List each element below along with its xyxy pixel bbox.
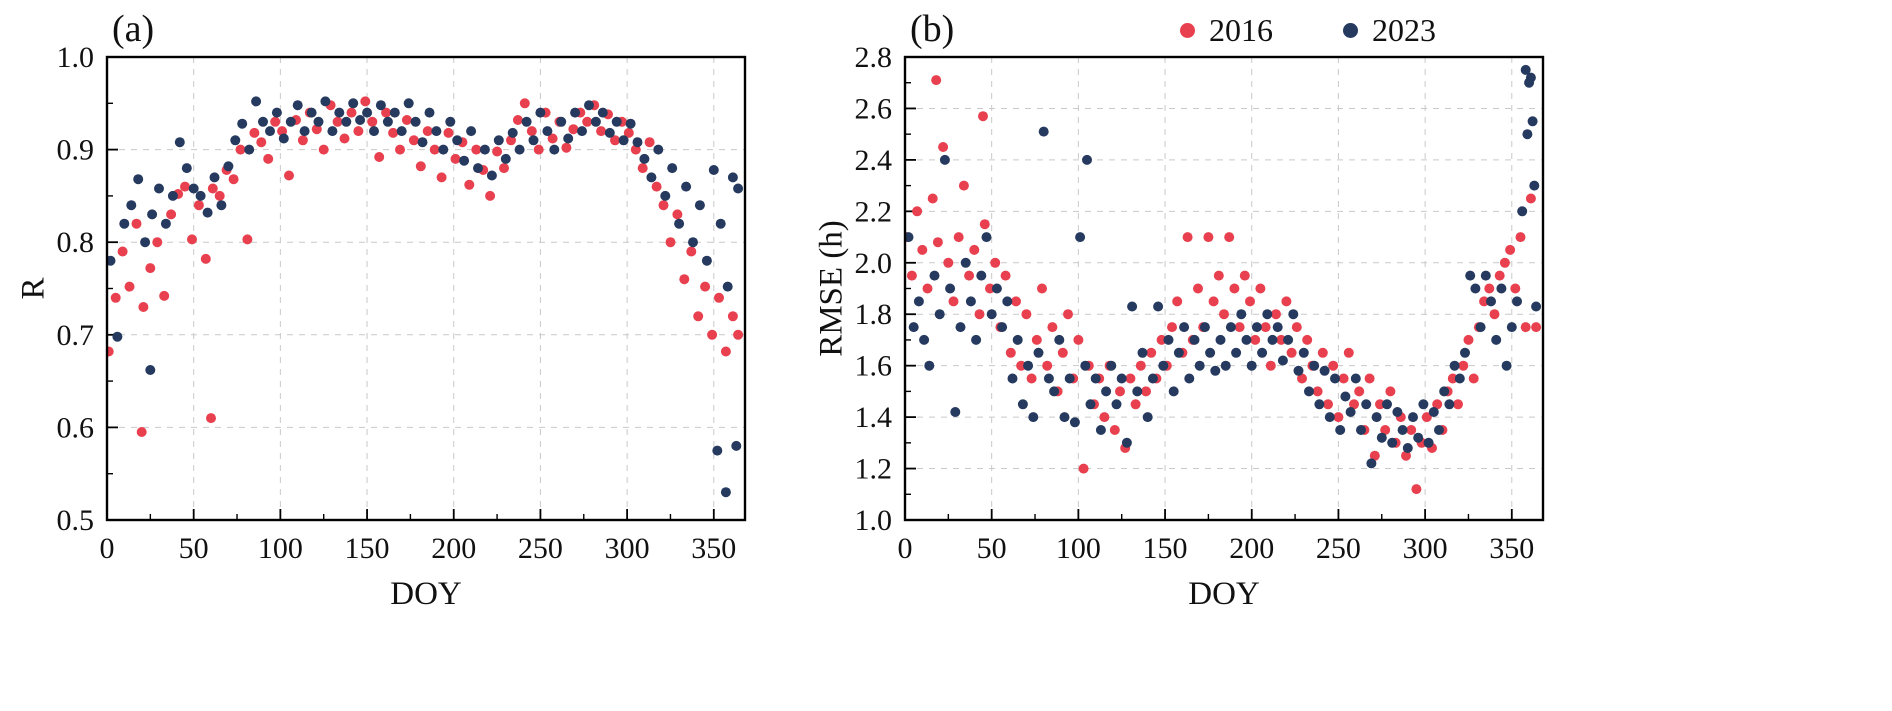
x-tick-label: 250: [518, 532, 563, 565]
x-tick-label: 250: [1316, 532, 1361, 565]
y-tick-label: 1.4: [855, 401, 893, 434]
legend-item-2023: 2023: [1343, 12, 1436, 49]
y-tick-label: 0.9: [57, 134, 95, 167]
x-tick-label: 300: [605, 532, 650, 565]
y-tick-label: 2.8: [855, 41, 893, 74]
panel-a-x-axis-label: DOY: [390, 576, 462, 612]
legend-label-2016: 2016: [1209, 12, 1273, 48]
panel-a-y-axis-label: R: [15, 277, 52, 300]
legend-label-2023: 2023: [1372, 12, 1436, 48]
panel-b: 0 50 100 150 200 250 300 350 1.0 1.2 1.4 1.6 1.8 2.0 2…: [855, 41, 1545, 565]
legend-marker-2023-icon: [1343, 23, 1358, 38]
panel-b-x-axis-label: DOY: [1188, 576, 1260, 612]
x-tick-label: 350: [1489, 532, 1534, 565]
y-tick-label: 0.5: [57, 504, 95, 537]
panel-b-y-axis-label: RMSE (h): [813, 220, 850, 357]
x-tick-label: 350: [691, 532, 736, 565]
x-tick-label: 0: [898, 532, 913, 565]
x-tick-label: 0: [100, 532, 115, 565]
y-tick-label: 1.0: [57, 41, 95, 74]
series-2016: [107, 96, 744, 437]
y-tick-label: 0.6: [57, 411, 95, 444]
legend: 2016 2023: [1180, 12, 1436, 49]
x-tick-label: 200: [431, 532, 476, 565]
y-tick-label: 1.6: [855, 350, 893, 383]
y-tick-label: 1.8: [855, 298, 893, 331]
series-2023: [905, 64, 1542, 469]
x-tick-label: 50: [977, 532, 1007, 565]
panel-b-letter: (b): [910, 8, 955, 50]
x-tick-label: 50: [179, 532, 209, 565]
legend-item-2016: 2016: [1180, 12, 1273, 49]
x-tick-label: 150: [345, 532, 390, 565]
x-tick-label: 100: [1056, 532, 1101, 565]
panel-a: 0 50 100 150 200 250 300 350 0.5 0.6 0.7 0.8 0.9 1.0: [57, 41, 747, 565]
y-tick-label: 0.7: [57, 319, 95, 352]
series-2023: [107, 96, 744, 498]
y-tick-label: 2.2: [855, 195, 893, 228]
x-tick-label: 200: [1229, 532, 1274, 565]
panel-a-letter: (a): [112, 8, 155, 50]
x-tick-label: 150: [1143, 532, 1188, 565]
x-tick-label: 100: [258, 532, 303, 565]
x-tick-label: 300: [1403, 532, 1448, 565]
y-tick-label: 1.2: [855, 453, 893, 486]
y-tick-label: 0.8: [57, 226, 95, 259]
y-tick-label: 2.4: [855, 144, 893, 177]
legend-marker-2016-icon: [1180, 23, 1195, 38]
y-tick-label: 2.0: [855, 247, 893, 280]
y-tick-label: 2.6: [855, 92, 893, 125]
y-tick-label: 1.0: [855, 504, 893, 537]
